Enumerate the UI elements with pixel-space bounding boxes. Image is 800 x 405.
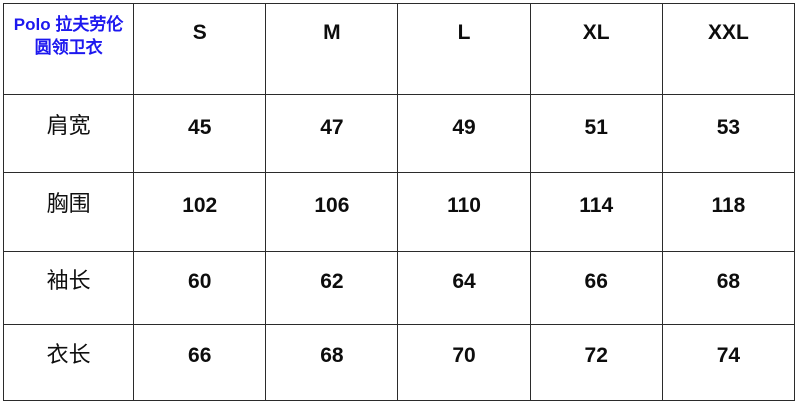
table-header-row: Polo 拉夫劳伦圆领卫衣 S M L XL XXL: [2, 3, 796, 95]
table-row: 胸围 102 106 110 114 118: [2, 172, 796, 252]
size-header-label: L: [457, 21, 471, 44]
measurement-value-cell: 51: [529, 94, 663, 173]
measurement-value: 68: [320, 344, 344, 367]
measurement-value: 106: [314, 194, 350, 217]
measurement-value: 72: [584, 344, 608, 367]
measurement-value-cell: 106: [265, 172, 399, 252]
measurement-value-cell: 62: [265, 251, 399, 325]
size-header-label: S: [192, 21, 207, 44]
measurement-label: 胸围: [46, 192, 91, 217]
measurement-value-cell: 53: [661, 94, 796, 173]
size-header-cell-m: M: [265, 3, 399, 95]
size-header-cell-xxl: XXL: [661, 3, 796, 95]
measurement-value: 68: [716, 270, 741, 293]
table-row: 袖长 60 62 64 66 68: [2, 251, 796, 325]
measurement-value: 110: [447, 194, 481, 217]
measurement-value: 62: [320, 270, 344, 293]
measurement-value-cell: 114: [529, 172, 663, 252]
measurement-value-cell: 68: [265, 324, 399, 401]
measurement-value: 114: [579, 194, 614, 217]
measurement-value-cell: 68: [661, 251, 796, 325]
size-header-cell-xl: XL: [529, 3, 663, 95]
size-header-label: M: [323, 21, 341, 44]
measurement-value-cell: 49: [397, 94, 531, 173]
measurement-value-cell: 74: [661, 324, 796, 401]
measurement-value-cell: 118: [661, 172, 796, 252]
measurement-label: 袖长: [46, 269, 91, 294]
measurement-value: 49: [452, 116, 476, 139]
measurement-value-cell: 66: [133, 324, 267, 401]
measurement-value: 51: [584, 116, 608, 139]
size-header-cell-s: S: [133, 3, 267, 95]
measurement-value: 118: [711, 194, 746, 217]
table-row: 肩宽 45 47 49 51 53: [2, 94, 796, 173]
size-header-cell-l: L: [397, 3, 531, 95]
measurement-value-cell: 66: [529, 251, 663, 325]
measurement-label-cell: 肩宽: [2, 94, 135, 173]
size-header-label: XXL: [707, 21, 749, 44]
measurement-value-cell: 72: [529, 324, 663, 401]
measurement-value: 70: [452, 344, 476, 367]
measurement-value: 66: [188, 344, 212, 367]
measurement-value: 66: [584, 270, 608, 293]
measurement-label-cell: 袖长: [2, 251, 135, 325]
measurement-value-cell: 45: [133, 94, 267, 173]
measurement-label-cell: 胸围: [2, 172, 135, 252]
brand-header-cell: Polo 拉夫劳伦圆领卫衣: [2, 3, 135, 95]
measurement-label-cell: 衣长: [2, 324, 135, 401]
measurement-label: 肩宽: [46, 114, 91, 139]
measurement-value: 74: [716, 344, 741, 367]
measurement-value-cell: 102: [133, 172, 267, 252]
measurement-label: 衣长: [46, 343, 91, 368]
measurement-value-cell: 47: [265, 94, 399, 173]
measurement-value: 102: [182, 194, 218, 217]
measurement-value-cell: 64: [397, 251, 531, 325]
size-chart-table: Polo 拉夫劳伦圆领卫衣 S M L XL XXL: [2, 3, 796, 401]
measurement-value: 60: [188, 270, 212, 293]
measurement-value: 47: [320, 116, 344, 139]
measurement-value: 64: [452, 270, 476, 293]
measurement-value-cell: 110: [397, 172, 531, 252]
size-header-label: XL: [582, 21, 610, 44]
measurement-value: 53: [716, 116, 741, 139]
measurement-value-cell: 60: [133, 251, 267, 325]
brand-title: Polo 拉夫劳伦圆领卫衣: [13, 15, 124, 57]
measurement-value-cell: 70: [397, 324, 531, 401]
table-row: 衣长 66 68 70 72 74: [2, 324, 796, 401]
measurement-value: 45: [188, 116, 212, 139]
